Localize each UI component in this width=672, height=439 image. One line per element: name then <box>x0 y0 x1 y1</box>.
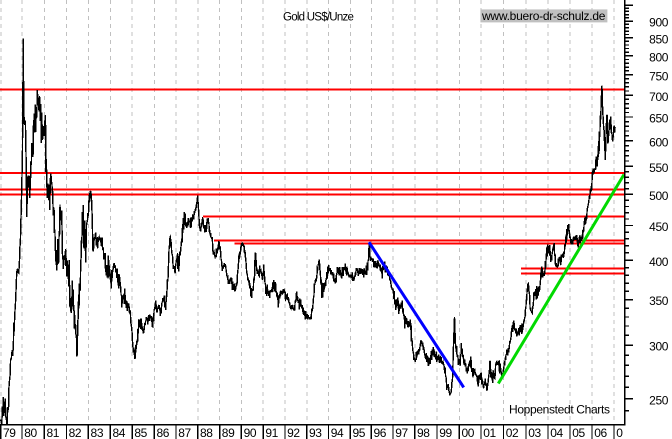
svg-text:700: 700 <box>649 90 669 104</box>
svg-text:550: 550 <box>649 161 669 175</box>
svg-text:350: 350 <box>649 294 669 308</box>
svg-text:98: 98 <box>417 426 430 439</box>
svg-text:93: 93 <box>309 426 322 439</box>
svg-text:06: 06 <box>594 426 607 439</box>
svg-text:850: 850 <box>649 33 669 47</box>
svg-text:03: 03 <box>528 426 541 439</box>
svg-text:95: 95 <box>352 426 365 439</box>
svg-text:450: 450 <box>649 220 669 234</box>
svg-text:91: 91 <box>265 426 278 439</box>
svg-text:04: 04 <box>550 426 563 439</box>
svg-text:600: 600 <box>649 135 669 149</box>
svg-text:80: 80 <box>24 426 37 439</box>
svg-text:900: 900 <box>649 16 669 30</box>
svg-text:94: 94 <box>331 426 344 439</box>
svg-text:90: 90 <box>244 426 257 439</box>
svg-text:0: 0 <box>616 426 623 439</box>
svg-text:750: 750 <box>649 69 669 83</box>
svg-text:84: 84 <box>112 426 125 439</box>
svg-text:00: 00 <box>461 426 474 439</box>
svg-text:96: 96 <box>373 426 386 439</box>
svg-text:500: 500 <box>649 189 669 203</box>
svg-text:83: 83 <box>91 426 104 439</box>
svg-text:88: 88 <box>200 426 213 439</box>
svg-text:79: 79 <box>3 426 16 439</box>
svg-text:97: 97 <box>395 426 408 439</box>
svg-text:02: 02 <box>506 426 519 439</box>
svg-text:01: 01 <box>483 426 496 439</box>
svg-text:250: 250 <box>649 393 669 407</box>
svg-text:Hoppenstedt Charts: Hoppenstedt Charts <box>509 402 610 416</box>
svg-text:400: 400 <box>649 255 669 269</box>
svg-text:300: 300 <box>649 340 669 354</box>
svg-text:Gold US$/Unze: Gold US$/Unze <box>283 12 354 24</box>
svg-text:89: 89 <box>222 426 235 439</box>
svg-text:92: 92 <box>287 426 300 439</box>
svg-text:05: 05 <box>572 426 585 439</box>
svg-text:99: 99 <box>439 426 452 439</box>
svg-text:www.buero-dr-schulz.de: www.buero-dr-schulz.de <box>481 9 606 23</box>
svg-text:81: 81 <box>46 426 59 439</box>
svg-text:87: 87 <box>178 426 191 439</box>
svg-text:85: 85 <box>134 426 147 439</box>
svg-text:86: 86 <box>156 426 169 439</box>
svg-text:650: 650 <box>649 112 669 126</box>
svg-text:82: 82 <box>69 426 82 439</box>
svg-text:800: 800 <box>649 50 669 64</box>
